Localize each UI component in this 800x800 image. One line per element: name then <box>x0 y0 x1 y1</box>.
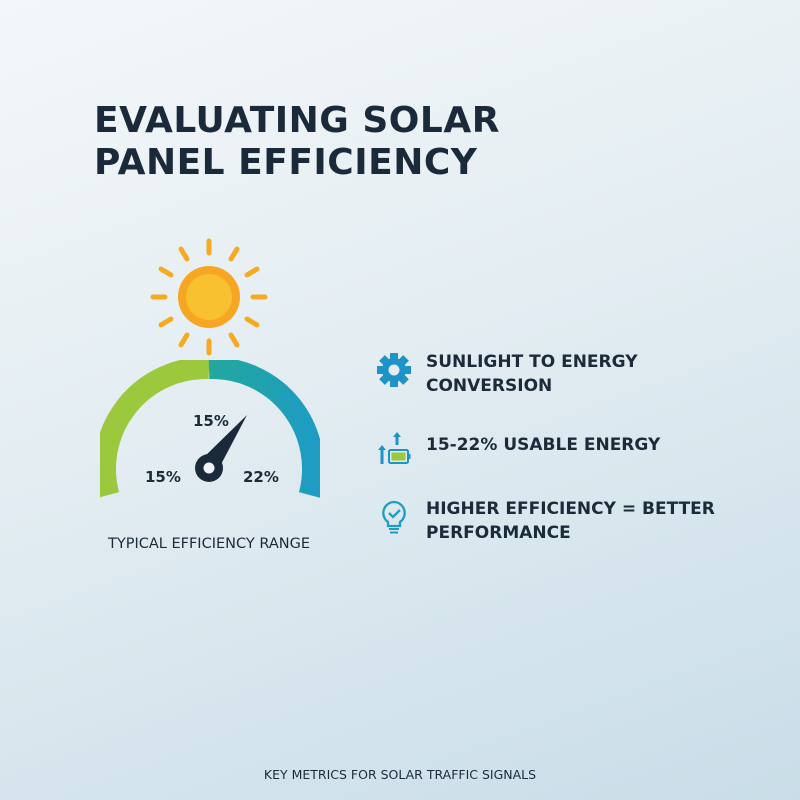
sun-icon <box>150 238 268 356</box>
item-line-2: PERFORMANCE <box>426 523 571 543</box>
footer-text: KEY METRICS FOR SOLAR TRAFFIC SIGNALS <box>263 767 537 782</box>
gauge-arc-low <box>94 356 210 498</box>
battery-arrows-icon <box>378 432 411 464</box>
list-item: SUNLIGHT TO ENERGY CONVERSION <box>376 350 638 398</box>
gear-icon <box>377 353 411 387</box>
gauge-arc-high <box>208 356 324 498</box>
efficiency-gauge: 15% 15% 22% <box>94 356 324 510</box>
gauge-needle-label: 15% <box>193 412 229 430</box>
item-line-2: CONVERSION <box>426 376 553 396</box>
lightbulb-check-icon <box>382 500 406 534</box>
title-line-2: PANEL EFFICIENCY <box>94 142 478 183</box>
list-item: HIGHER EFFICIENCY = BETTER PERFORMANCE <box>376 497 715 545</box>
gauge-max-label: 22% <box>243 468 279 486</box>
item-line-1: 15-22% USABLE ENERGY <box>426 435 661 455</box>
gauge-caption: TYPICAL EFFICIENCY RANGE <box>108 536 310 552</box>
title-line-1: EVALUATING SOLAR <box>94 100 500 141</box>
page-title: EVALUATING SOLAR PANEL EFFICIENCY <box>94 100 500 184</box>
item-line-1: HIGHER EFFICIENCY = BETTER <box>426 499 715 519</box>
item-line-1: SUNLIGHT TO ENERGY <box>426 352 638 372</box>
list-item: 15-22% USABLE ENERGY <box>376 430 660 470</box>
gauge-min-label: 15% <box>145 468 181 486</box>
